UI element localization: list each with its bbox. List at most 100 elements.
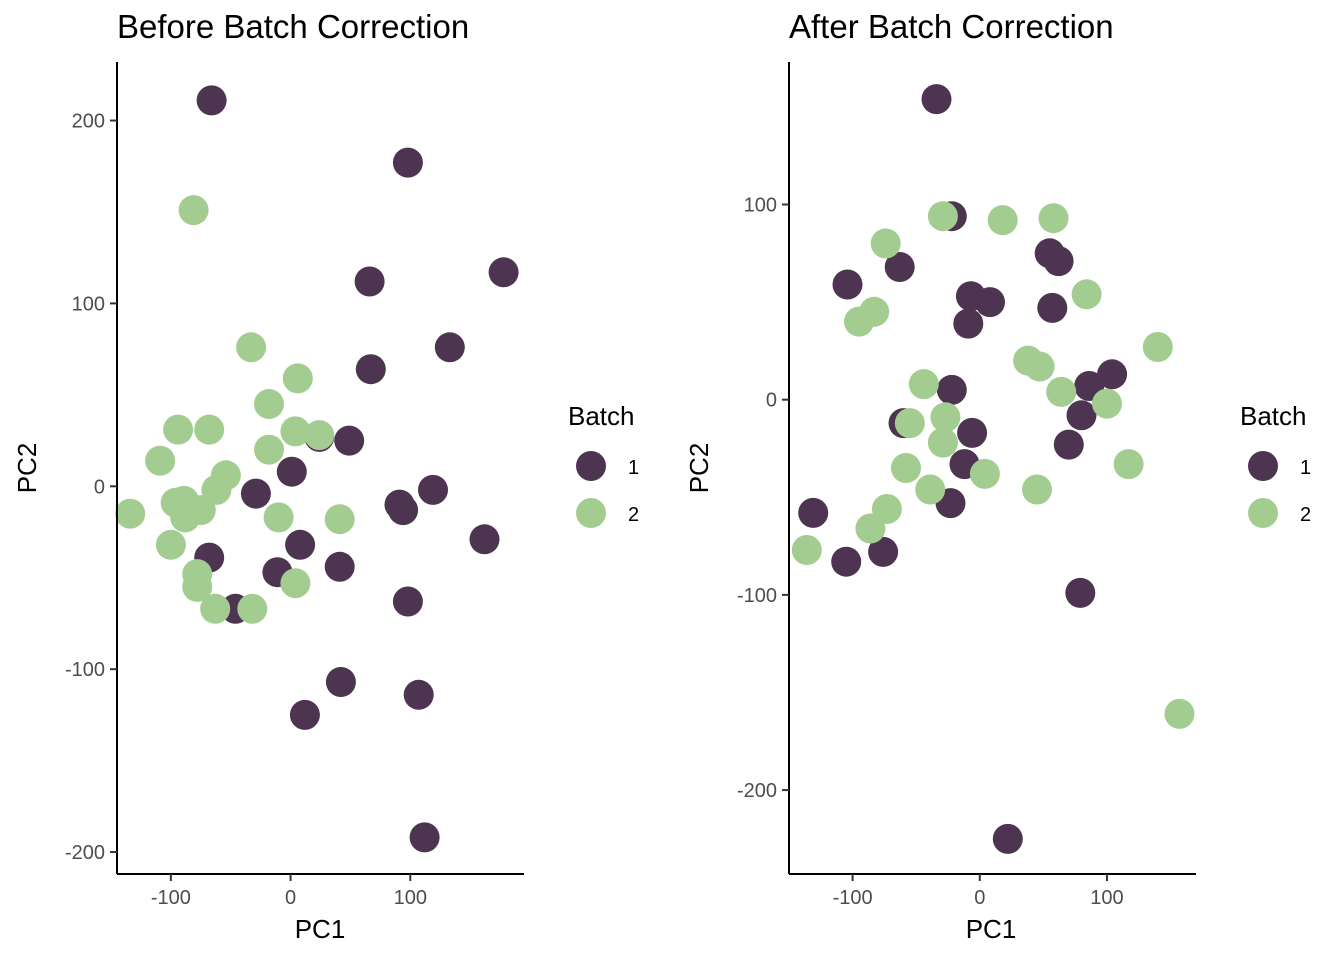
data-point-batch-1 xyxy=(418,474,448,505)
x-tick-label: 100 xyxy=(394,887,427,909)
data-point-batch-2 xyxy=(855,513,886,544)
data-point-batch-2 xyxy=(254,434,284,465)
data-point-batch-1 xyxy=(832,269,863,300)
data-point-batch-2 xyxy=(908,369,939,400)
y-tick-label: -200 xyxy=(65,842,105,864)
legend-label-batch-2: 2 xyxy=(1300,504,1311,526)
y-tick-label: 0 xyxy=(766,390,777,412)
data-point-batch-1 xyxy=(355,354,386,385)
y-tick-label: 100 xyxy=(72,293,105,315)
data-point-batch-1 xyxy=(975,287,1005,318)
data-point-batch-1 xyxy=(392,147,423,178)
data-point-batch-1 xyxy=(884,252,915,282)
y-tick-label: -100 xyxy=(737,585,777,607)
data-point-batch-1 xyxy=(469,524,500,555)
legend-swatch-batch-1 xyxy=(576,451,606,481)
data-point-batch-1 xyxy=(953,308,984,339)
data-point-batch-2 xyxy=(237,593,268,624)
data-point-batch-1 xyxy=(409,822,440,853)
panel-before: Before Batch Correction -100 0 100 -200 -10… xyxy=(12,8,524,944)
legend-title: Batch xyxy=(568,401,635,431)
y-axis-title: PC2 xyxy=(12,443,42,494)
panel-title: After Batch Correction xyxy=(789,8,1114,45)
legend-label-batch-2: 2 xyxy=(628,504,639,526)
y-ticks: -200 -100 0 100 xyxy=(737,194,789,802)
data-point-batch-2 xyxy=(145,445,176,476)
data-point-batch-2 xyxy=(254,389,284,419)
data-point-batch-2 xyxy=(915,474,946,505)
data-point-batch-2 xyxy=(891,453,921,483)
y-axis-title: PC2 xyxy=(684,443,714,494)
legend-before: Batch 1 2 xyxy=(568,401,639,528)
data-point-batch-2 xyxy=(1164,698,1195,729)
data-point-batch-2 xyxy=(1113,449,1144,480)
data-point-batch-2 xyxy=(927,201,958,232)
data-point-batch-1 xyxy=(392,586,423,617)
data-point-batch-2 xyxy=(969,458,1000,489)
data-point-batch-1 xyxy=(957,417,988,448)
legend-after: Batch 1 2 xyxy=(1240,401,1311,528)
y-tick-label: 0 xyxy=(94,476,105,498)
data-point-batch-1 xyxy=(240,478,271,509)
data-point-batch-2 xyxy=(280,568,311,599)
legend-title: Batch xyxy=(1240,401,1307,431)
legend-label-batch-1: 1 xyxy=(1300,457,1311,479)
data-point-batch-2 xyxy=(178,195,209,226)
scatter-points xyxy=(791,84,1195,854)
data-point-batch-1 xyxy=(992,823,1023,854)
data-point-batch-1 xyxy=(868,536,899,567)
panel-title: Before Batch Correction xyxy=(117,8,469,45)
x-ticks: -100 0 100 xyxy=(833,874,1124,909)
data-point-batch-1 xyxy=(196,85,227,116)
data-point-batch-1 xyxy=(289,699,320,730)
data-point-batch-2 xyxy=(930,402,961,433)
data-point-batch-1 xyxy=(334,425,365,456)
data-point-batch-1 xyxy=(1097,359,1128,390)
data-point-batch-2 xyxy=(894,408,925,439)
x-tick-label: 0 xyxy=(974,887,985,909)
legend-label-batch-1: 1 xyxy=(628,457,639,479)
data-point-batch-2 xyxy=(791,535,822,565)
y-tick-label: 200 xyxy=(72,111,105,133)
data-point-batch-1 xyxy=(1066,400,1097,431)
data-point-batch-2 xyxy=(282,363,313,394)
data-point-batch-1 xyxy=(354,266,385,297)
data-point-batch-2 xyxy=(1038,203,1069,234)
x-tick-label: 0 xyxy=(285,887,296,909)
data-point-batch-1 xyxy=(1043,246,1074,277)
data-point-batch-1 xyxy=(325,667,356,697)
data-point-batch-2 xyxy=(1046,376,1077,407)
data-point-batch-2 xyxy=(987,205,1018,236)
data-point-batch-2 xyxy=(200,593,231,624)
data-point-batch-2 xyxy=(182,571,213,602)
data-point-batch-2 xyxy=(194,414,225,445)
data-point-batch-2 xyxy=(844,306,874,337)
x-axis-title: PC1 xyxy=(966,914,1017,944)
data-point-batch-1 xyxy=(324,551,355,582)
legend-swatch-batch-1 xyxy=(1248,451,1278,481)
data-point-batch-2 xyxy=(324,504,355,535)
data-point-batch-2 xyxy=(870,228,901,259)
data-point-batch-1 xyxy=(388,495,419,526)
data-point-batch-2 xyxy=(155,529,186,560)
data-point-batch-2 xyxy=(1142,332,1173,362)
data-point-batch-1 xyxy=(403,679,434,710)
data-point-batch-1 xyxy=(936,374,967,405)
data-point-batch-1 xyxy=(1037,292,1068,323)
data-point-batch-1 xyxy=(488,257,519,288)
y-tick-label: -100 xyxy=(65,659,105,681)
scatter-points xyxy=(115,85,519,853)
data-point-batch-1 xyxy=(831,546,862,577)
legend-swatch-batch-2 xyxy=(576,498,606,528)
x-tick-label: -100 xyxy=(833,887,873,909)
x-ticks: -100 0 100 xyxy=(151,874,427,909)
data-point-batch-1 xyxy=(1053,429,1084,460)
data-point-batch-2 xyxy=(1092,388,1122,419)
data-point-batch-2 xyxy=(170,502,201,533)
x-axis-title: PC1 xyxy=(295,914,346,944)
data-point-batch-1 xyxy=(276,456,307,487)
x-tick-label: -100 xyxy=(151,887,191,909)
data-point-batch-2 xyxy=(163,414,194,445)
legend-swatch-batch-2 xyxy=(1248,498,1278,528)
x-tick-label: 100 xyxy=(1090,887,1123,909)
